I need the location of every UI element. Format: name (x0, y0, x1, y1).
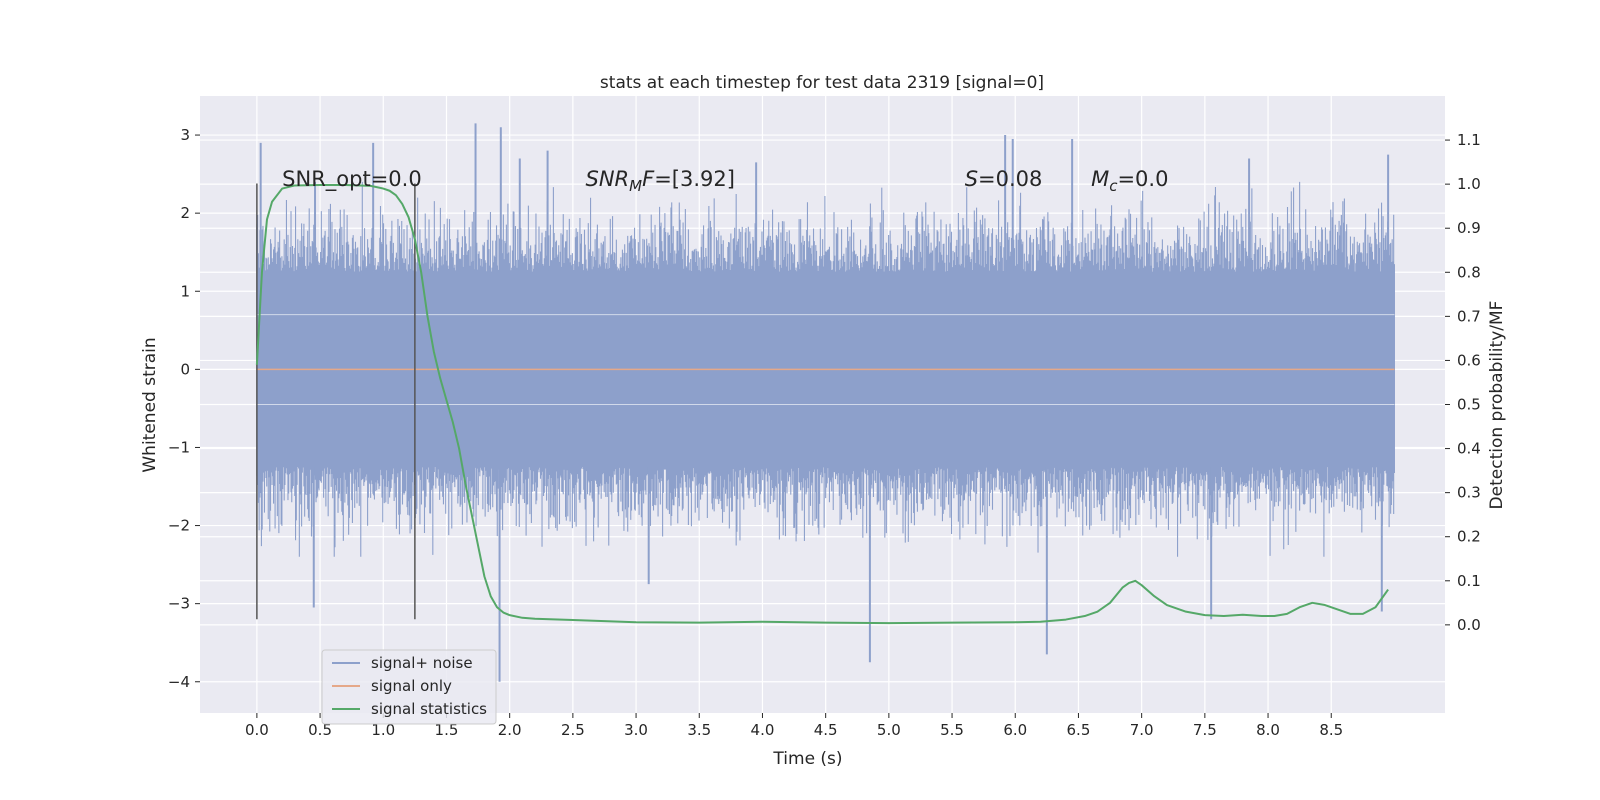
annotation: SNRMF=[3.92] (586, 167, 735, 195)
y-tick-label: −3 (168, 595, 190, 613)
x-tick-label: 2.5 (561, 721, 585, 739)
y-axis-ticks: 3 2 1 0 −1 −2 −3 −4 (168, 126, 200, 691)
x-tick-label: 7.0 (1130, 721, 1154, 739)
y2-tick-label: 0.8 (1457, 263, 1481, 281)
y2-tick-label: 0.0 (1457, 616, 1481, 634)
y-tick-label: 1 (180, 282, 190, 300)
x-tick-label: 4.5 (814, 721, 838, 739)
legend-label-signal-only: signal only (371, 677, 452, 695)
x-tick-label: 0.5 (308, 721, 332, 739)
y-tick-label: 2 (180, 204, 190, 222)
annotations: SNR_opt=0.0 SNRMF=[3.92] S=0.08 Mc=0.0 (282, 167, 1168, 195)
noise-peaks (259, 123, 1390, 682)
statistics-line (255, 184, 1389, 625)
x-tick-label: 2.0 (498, 721, 522, 739)
y2-tick-label: 0.6 (1457, 351, 1481, 369)
legend: signal+ noise signal only signal statist… (321, 649, 497, 725)
x-tick-label: 3.5 (687, 721, 711, 739)
marker-lines (256, 183, 416, 620)
x-tick-label: 3.0 (624, 721, 648, 739)
x-tick-label: 5.5 (940, 721, 964, 739)
x-tick-label: 6.0 (1003, 721, 1027, 739)
y-tick-label: 0 (180, 360, 190, 378)
x-tick-label: 4.0 (751, 721, 775, 739)
x-axis-label: Time (s) (772, 749, 842, 769)
y-tick-label: −1 (168, 438, 190, 456)
y2-tick-label: 0.1 (1457, 572, 1481, 590)
y-tick-label: −4 (168, 673, 190, 691)
x-tick-label: 7.5 (1193, 721, 1217, 739)
y-tick-label: 3 (180, 126, 190, 144)
legend-box (321, 649, 497, 725)
y2-tick-label: 0.2 (1457, 528, 1481, 546)
annotation: SNR_opt=0.0 (282, 167, 422, 192)
x-axis-ticks: 0.0 0.5 1.0 1.5 2.0 2.5 3.0 3.5 4.0 4.5 5.0 5.5 6.0 6… (245, 713, 1343, 739)
y2-tick-label: 0.4 (1457, 440, 1481, 458)
annotation: Mc=0.0 (1091, 167, 1168, 195)
y2-tick-label: 0.7 (1457, 307, 1481, 325)
x-tick-label: 1.5 (435, 721, 459, 739)
x-tick-label: 6.5 (1067, 721, 1091, 739)
x-tick-label: 1.0 (371, 721, 395, 739)
annotation: S=0.08 (965, 167, 1043, 191)
y2-tick-label: 1.1 (1457, 131, 1481, 149)
x-tick-label: 8.5 (1319, 721, 1343, 739)
y-tick-label: −2 (168, 517, 190, 535)
y2-tick-label: 0.3 (1457, 484, 1481, 502)
x-tick-label: 8.0 (1256, 721, 1280, 739)
y2-axis-ticks: 1.1 1.0 0.9 0.8 0.7 0.6 0.5 0.4 0.3 0.2 0.1 0.0 (1445, 131, 1481, 634)
y2-tick-label: 0.5 (1457, 396, 1481, 414)
chart-title: stats at each timestep for test data 231… (600, 73, 1044, 93)
y2-axis-label: Detection probability/MF (1487, 301, 1507, 510)
x-tick-label: 0.0 (245, 721, 269, 739)
legend-label-statistics: signal statistics (371, 700, 487, 718)
y2-tick-label: 1.0 (1457, 175, 1481, 193)
legend-label-noise: signal+ noise (371, 654, 473, 672)
x-tick-label: 5.0 (877, 721, 901, 739)
y2-tick-label: 0.9 (1457, 219, 1481, 237)
statistics-series (255, 184, 1389, 625)
y-axis-label: Whitened strain (140, 337, 160, 472)
